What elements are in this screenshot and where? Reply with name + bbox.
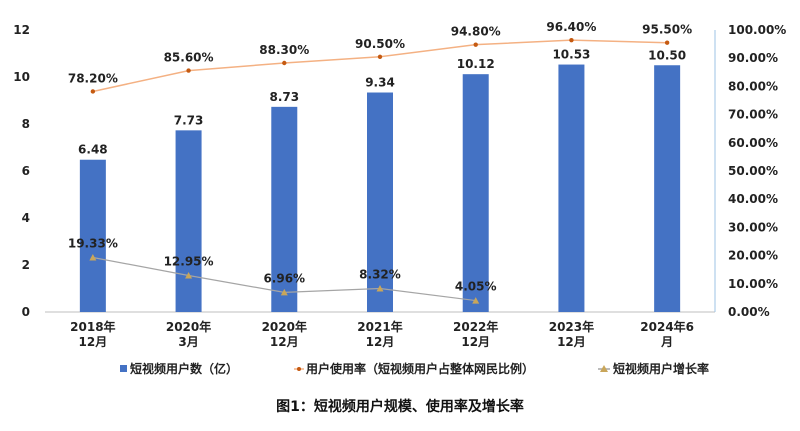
x-tick-label-line: 12月 — [461, 335, 490, 349]
legend: 短视频用户数（亿） 用户使用率（短视频用户占整体网民比例） 短视频用户增长率 — [120, 361, 709, 376]
bar-users — [175, 130, 202, 312]
y2-tick-label: 60.00% — [728, 136, 778, 150]
bar-users — [79, 159, 106, 312]
y2-tick-label: 90.00% — [728, 51, 778, 65]
y2-tick-label: 20.00% — [728, 249, 778, 263]
y2-tick-label: 50.00% — [728, 164, 778, 178]
y-tick-label: 6 — [22, 164, 30, 178]
legend-swatch-users — [120, 365, 127, 372]
x-tick-label-line: 3月 — [178, 335, 198, 349]
x-tick-label-line: 12月 — [270, 335, 299, 349]
x-tick-label-line: 12月 — [557, 335, 586, 349]
bar-users — [654, 65, 681, 312]
x-tick-label: 2023年 12月 — [549, 319, 594, 349]
x-tick-label-line: 2020年 — [166, 319, 211, 334]
chart-caption: 图1：短视频用户规模、使用率及增长率 — [276, 398, 524, 415]
usage-rate-point — [90, 89, 96, 94]
growth-rate-point — [376, 285, 384, 292]
x-tick-label-line: 2018年 — [70, 319, 115, 334]
x-tick-label-line: 2023年 — [549, 319, 594, 334]
y-tick-label: 2 — [22, 258, 30, 272]
bar-users — [558, 64, 585, 312]
x-tick-label: 2018年 12月 — [70, 319, 115, 349]
bar-data-label: 9.34 — [365, 76, 395, 90]
legend-swatch-growth-marker — [600, 365, 608, 372]
usage-rate-data-label: 90.50% — [355, 37, 405, 51]
y2-tick-label: 70.00% — [728, 108, 778, 122]
x-tick-label-line: 2024年6 — [640, 319, 694, 334]
usage-rate-data-label: 96.40% — [546, 20, 596, 34]
legend-label-usage: 用户使用率（短视频用户占整体网民比例） — [305, 361, 534, 376]
y2-tick-label: 10.00% — [728, 277, 778, 291]
x-tick-label: 2022年 12月 — [453, 319, 498, 349]
x-tick-label: 2024年6 月 — [640, 319, 694, 349]
usage-rate-point — [377, 54, 383, 59]
usage-rate-point — [664, 40, 670, 45]
growth-rate-data-label: 19.33% — [68, 236, 118, 250]
legend-label-users: 短视频用户数（亿） — [130, 361, 238, 376]
y2-tick-label: 40.00% — [728, 192, 778, 206]
y2-tick-label: 100.00% — [728, 23, 786, 37]
growth-rate-point — [89, 253, 97, 261]
y-tick-label: 4 — [22, 211, 30, 225]
growth-rate-point — [185, 271, 193, 279]
growth-rate-point — [280, 288, 288, 296]
usage-rate-point — [569, 37, 574, 43]
y2-tick-label: 0.00% — [728, 305, 770, 319]
x-tick-label-line: 12月 — [79, 335, 108, 349]
legend-label-growth: 短视频用户增长率 — [613, 361, 709, 376]
x-tick-label-line: 2021年 — [357, 319, 402, 334]
bar-data-label: 10.12 — [457, 57, 495, 71]
x-tick-label-line: 12月 — [366, 335, 395, 349]
y-tick-label: 10 — [13, 70, 30, 84]
x-tick-label: 2021年 12月 — [357, 319, 402, 349]
y2-tick-label: 30.00% — [728, 220, 778, 234]
usage-rate-data-label: 88.30% — [259, 43, 309, 57]
usage-rate-point — [186, 68, 191, 73]
bar-users — [367, 92, 393, 312]
lines-layer — [89, 37, 670, 304]
labels-layer: 6.48 7.73 8.73 9.34 10.12 10.53 10.50 78.20% 85.… — [68, 20, 692, 293]
x-tick-label: 2020年 12月 — [262, 319, 307, 349]
bars-layer — [79, 64, 681, 313]
bar-users — [271, 106, 298, 312]
legend-swatch-usage-marker — [297, 367, 301, 371]
x-tick-label: 2020年 3月 — [166, 319, 211, 349]
growth-rate-data-label: 4.05% — [455, 280, 497, 294]
bar-data-label: 6.48 — [78, 143, 108, 157]
bar-data-label: 10.53 — [552, 48, 590, 62]
usage-rate-point — [473, 42, 478, 47]
growth-rate-point — [472, 297, 480, 304]
growth-rate-data-label: 8.32% — [359, 268, 401, 282]
usage-rate-data-label: 78.20% — [68, 71, 118, 85]
bar-data-label: 7.73 — [174, 113, 204, 127]
x-tick-label-line: 2022年 — [453, 319, 498, 334]
usage-rate-data-label: 94.80% — [451, 25, 501, 39]
x-tick-label-line: 月 — [660, 335, 673, 349]
bar-data-label: 8.73 — [269, 90, 299, 104]
usage-rate-point — [282, 60, 287, 66]
growth-rate-data-label: 6.96% — [263, 271, 305, 285]
y-tick-label: 0 — [22, 305, 30, 319]
axes-layer: 0 2 4 6 8 10 12 0.00% 10.00% 20.00% 30.00% 40.00% 50… — [13, 23, 786, 349]
bar-data-label: 10.50 — [648, 48, 686, 62]
growth-rate-data-label: 12.95% — [164, 254, 214, 268]
y-tick-label: 12 — [13, 23, 30, 37]
usage-rate-data-label: 85.60% — [164, 51, 214, 65]
x-tick-label-line: 2020年 — [262, 319, 307, 334]
usage-rate-data-label: 95.50% — [642, 23, 692, 37]
y2-tick-label: 80.00% — [728, 79, 778, 93]
bar-users — [462, 74, 489, 313]
y-tick-label: 8 — [22, 117, 30, 131]
